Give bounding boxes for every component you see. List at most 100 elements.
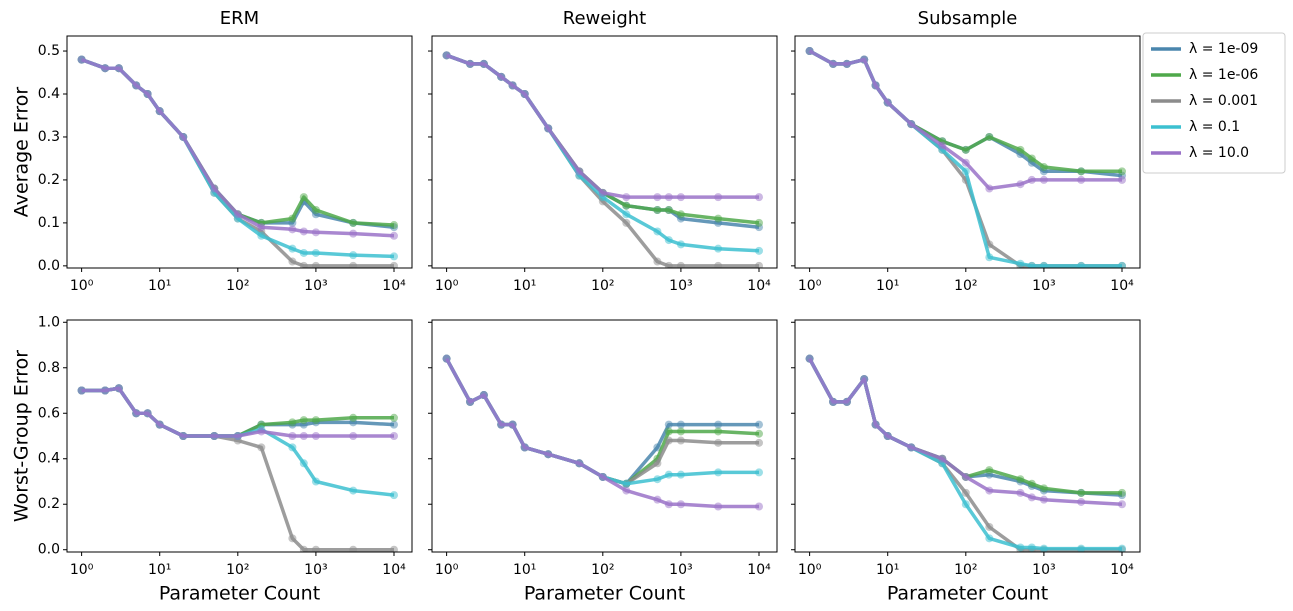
series-line [445,357,759,486]
point [755,193,764,202]
point [390,420,399,429]
axes-frame [66,35,413,269]
axes-frame [794,35,1141,269]
point [390,252,399,261]
x-tick-label: 10³ [669,278,692,294]
point [755,218,764,227]
series-line [808,49,1122,191]
y-axis-label: Worst-Group Error [11,350,33,522]
x-tick-label: 10⁰ [435,562,459,578]
point [755,420,764,429]
x-tick-label: 10³ [304,562,327,578]
series-line [445,53,759,199]
x-tick-label: 10⁴ [382,562,406,578]
series-line [445,357,759,486]
series-line [808,49,1122,268]
series-line [445,357,760,486]
series-line [808,49,1123,178]
x-tick-label: 10² [954,278,977,294]
series-line [445,53,759,268]
point [390,413,399,422]
axes-frame [66,319,413,553]
y-tick-label: 0.4 [38,86,60,102]
x-tick-label: 10³ [304,278,327,294]
x-tick-label: 10² [954,562,977,578]
series-line [81,386,394,438]
axes-frame [431,35,778,269]
subplot-title: Reweight [563,8,646,29]
x-tick-label: 10³ [669,562,692,578]
x-tick-label: 10¹ [513,278,536,294]
x-tick-label: 10⁴ [1110,562,1134,578]
x-tick-label: 10³ [1032,278,1055,294]
series-line [80,57,395,259]
x-tick-label: 10¹ [876,562,899,578]
axes-frame [794,319,1141,553]
series-line [80,57,395,238]
x-tick-label: 10² [226,562,249,578]
subplot-title: Subsample [918,8,1018,29]
x-tick-label: 10⁰ [70,562,94,578]
legend-label: λ = 0.1 [1189,119,1240,135]
y-tick-label: 0.0 [38,542,60,558]
x-tick-label: 10¹ [148,278,171,294]
series-line [81,386,395,438]
legend-box [1142,32,1286,174]
plot-area [805,354,1127,552]
x-tick-label: 10⁴ [1110,278,1134,294]
x-tick-label: 10¹ [148,562,171,578]
plot-area [77,55,399,268]
subplot-title: ERM [220,8,259,29]
point [1118,167,1127,176]
x-tick-label: 10² [591,278,614,294]
series-line [808,357,1123,506]
y-tick-label: 0.3 [38,129,60,145]
series-line [81,386,394,438]
x-axis-label: Parameter Count [159,583,320,605]
point [755,468,764,477]
legend-label: λ = 0.001 [1189,93,1258,109]
point [755,502,764,511]
legend-label: λ = 10.0 [1189,145,1249,161]
point [390,221,399,230]
point [1118,488,1127,497]
point [1118,500,1127,509]
point [1118,175,1127,184]
axes-frame [431,319,778,553]
plot-area [442,354,764,511]
x-tick-label: 10⁴ [747,562,771,578]
point [755,246,764,255]
x-tick-label: 10² [226,278,249,294]
legend-label: λ = 1e-09 [1189,41,1258,57]
x-axis-label: Parameter Count [887,583,1048,605]
y-tick-label: 0.4 [38,451,60,467]
x-tick-label: 10⁰ [435,278,459,294]
x-tick-label: 10¹ [876,278,899,294]
series-line [445,357,759,486]
y-tick-label: 0.2 [38,172,60,188]
y-tick-label: 0.0 [38,258,60,274]
plot-area [442,51,764,268]
series-line [80,57,395,229]
y-tick-label: 1.0 [38,314,60,330]
series-line [808,49,1122,268]
x-tick-label: 10¹ [513,562,536,578]
y-axis-label: Average Error [11,87,33,218]
x-tick-label: 10⁰ [70,278,94,294]
point [755,438,764,447]
plot-area [77,384,399,552]
series-line [80,57,395,227]
point [390,432,399,440]
y-tick-label: 0.5 [38,43,60,59]
y-tick-label: 0.8 [38,360,60,376]
x-tick-label: 10⁴ [382,278,406,294]
x-tick-label: 10⁰ [798,278,822,294]
y-tick-label: 0.2 [38,496,60,512]
plot-area [805,47,1127,268]
y-tick-label: 0.6 [38,405,60,421]
x-tick-label: 10⁴ [747,278,771,294]
series-line [81,386,394,552]
series-line [808,357,1122,495]
